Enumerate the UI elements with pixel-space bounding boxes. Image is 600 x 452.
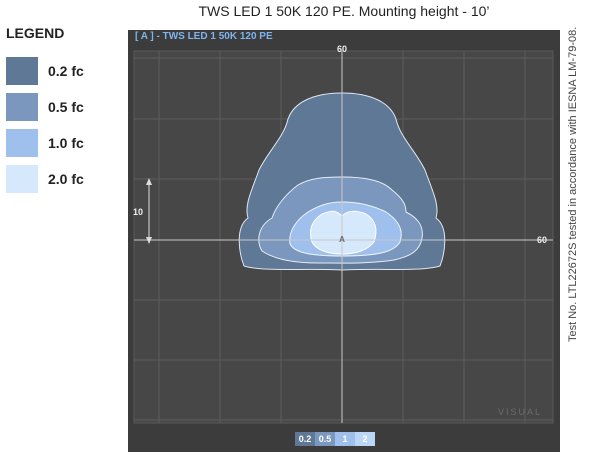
visual-watermark: VISUAL: [498, 407, 543, 417]
plot-canvas: [133, 50, 554, 424]
legend-item-0-5fc: 0.5 fc: [6, 93, 116, 121]
scale-label: 10: [133, 207, 144, 217]
test-note: Test No. LTL22672S tested in accordance …: [567, 26, 579, 342]
top-axis-label: 60: [336, 44, 347, 54]
bottom-legend-0-5: 0.5: [315, 432, 335, 446]
isofootcandle-plot: [ A ] - TWS LED 1 50K 120 PE 60 60 10 A …: [128, 30, 560, 452]
legend-label-2-0fc: 2.0 fc: [48, 171, 84, 187]
legend-title: LEGEND: [6, 25, 65, 41]
legend-swatch-1-0fc: [6, 129, 38, 157]
legend-label-1-0fc: 1.0 fc: [48, 135, 84, 151]
legend-item-0-2fc: 0.2 fc: [6, 57, 116, 85]
bottom-legend: 0.2 0.5 1 2: [295, 432, 375, 446]
bottom-legend-2: 2: [355, 432, 375, 446]
legend-swatch-0-2fc: [6, 57, 38, 85]
luminaire-marker: A: [339, 235, 345, 244]
bottom-legend-1: 1: [335, 432, 355, 446]
legend-item-1-0fc: 1.0 fc: [6, 129, 116, 157]
page-title: TWS LED 1 50K 120 PE. Mounting height - …: [198, 3, 490, 19]
contour-2-0fc: [309, 210, 377, 255]
legend-item-2-0fc: 2.0 fc: [6, 165, 116, 193]
plot-header: [ A ] - TWS LED 1 50K 120 PE: [135, 31, 273, 42]
legend-swatch-0-5fc: [6, 93, 38, 121]
legend-label-0-2fc: 0.2 fc: [48, 63, 84, 79]
right-axis-label: 60: [536, 235, 547, 245]
bottom-legend-0-2: 0.2: [295, 432, 315, 446]
legend-label-0-5fc: 0.5 fc: [48, 99, 84, 115]
scale-arrow: [146, 178, 152, 244]
legend-swatch-2-0fc: [6, 165, 38, 193]
